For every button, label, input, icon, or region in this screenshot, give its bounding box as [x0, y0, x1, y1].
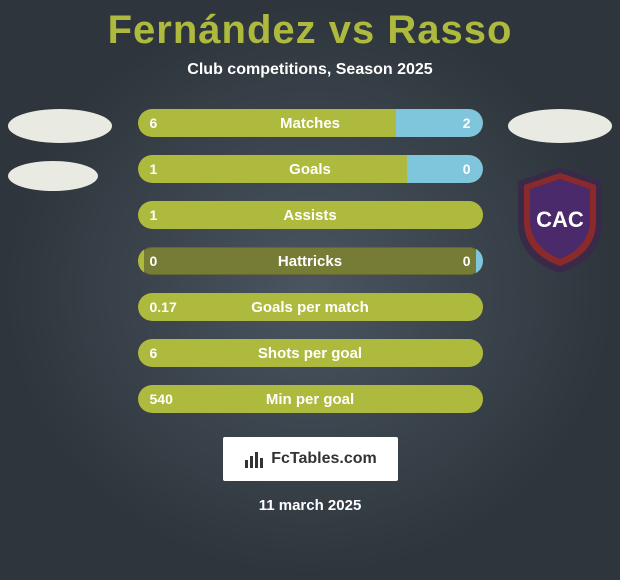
stat-row: 0.17Goals per match	[138, 293, 483, 321]
right-value: 0	[463, 253, 471, 269]
stat-label: Goals per match	[138, 299, 483, 316]
stat-label: Min per goal	[138, 391, 483, 408]
branding-text: FcTables.com	[271, 450, 377, 468]
page-title: Fernández vs Rasso	[0, 0, 620, 53]
stat-label: Shots per goal	[138, 345, 483, 362]
svg-text:CAC: CAC	[536, 207, 584, 232]
right-player-badges: CAC	[508, 109, 612, 275]
branding-icon	[243, 448, 265, 470]
branding-box[interactable]: FcTables.com	[223, 437, 398, 481]
stat-label: Matches	[138, 115, 483, 132]
date-text: 11 march 2025	[0, 497, 620, 514]
subtitle: Club competitions, Season 2025	[0, 61, 620, 79]
stat-row: 1Assists	[138, 201, 483, 229]
stat-row: 6Shots per goal	[138, 339, 483, 367]
left-badge-1	[8, 109, 112, 143]
right-value: 2	[463, 115, 471, 131]
right-badge-1	[508, 109, 612, 143]
stat-row: 6Matches2	[138, 109, 483, 137]
right-value: 0	[463, 161, 471, 177]
left-badge-2	[8, 161, 98, 191]
comparison-chart: CAC 6Matches21Goals01Assists0Hattricks00…	[0, 109, 620, 413]
left-player-badges	[8, 109, 112, 191]
stat-label: Hattricks	[138, 253, 483, 270]
stat-row: 540Min per goal	[138, 385, 483, 413]
club-shield: CAC	[510, 165, 610, 275]
stat-label: Assists	[138, 207, 483, 224]
stat-label: Goals	[138, 161, 483, 178]
stat-row: 0Hattricks0	[138, 247, 483, 275]
stat-row: 1Goals0	[138, 155, 483, 183]
